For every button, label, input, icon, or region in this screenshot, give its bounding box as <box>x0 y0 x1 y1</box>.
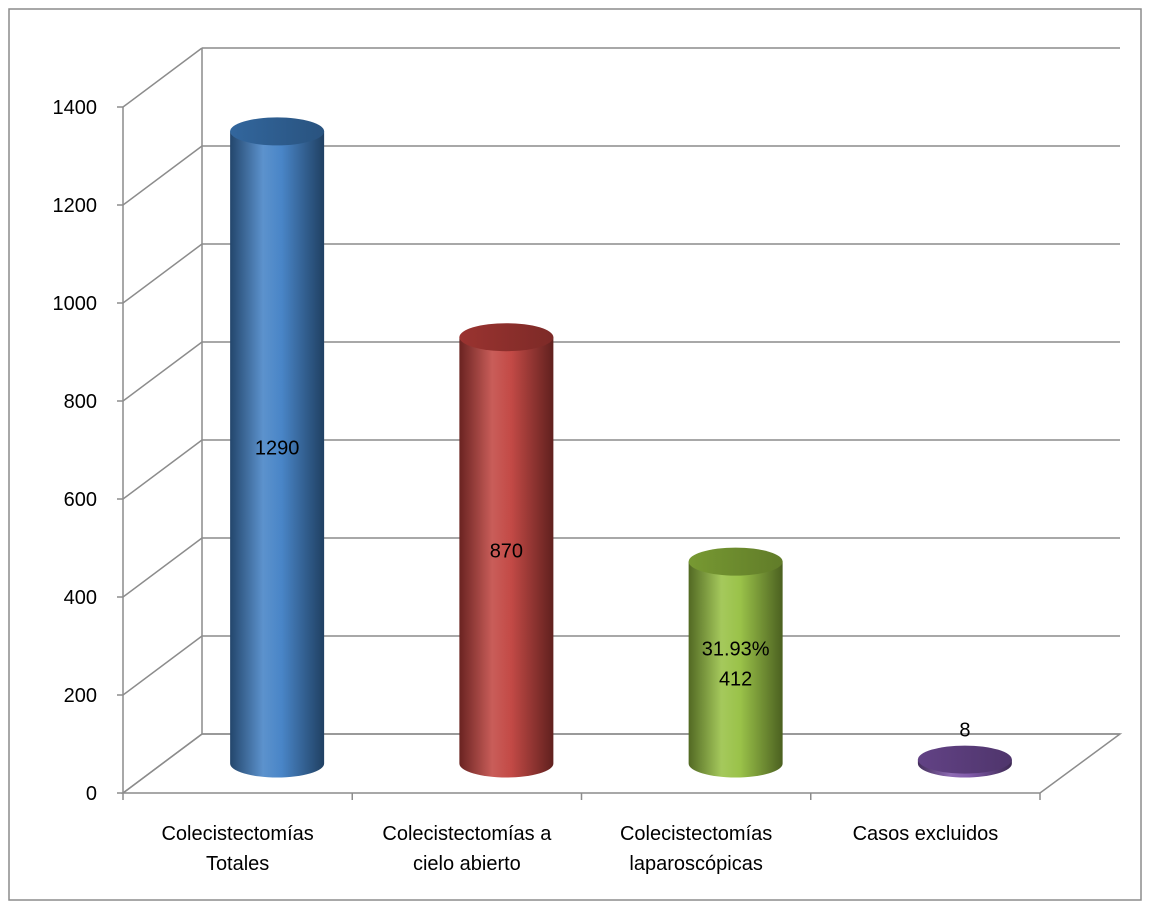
gridline-side <box>122 537 203 598</box>
gridlines <box>122 47 1120 794</box>
gridline-side <box>122 341 203 402</box>
category-label: Totales <box>206 853 269 875</box>
gridline-side <box>122 243 203 304</box>
gridline-side <box>122 635 203 696</box>
gridline-side <box>122 733 203 794</box>
y-tick-label: 0 <box>86 783 97 805</box>
data-label: 412 <box>719 669 752 691</box>
category-label: Colecistectomías <box>161 823 313 845</box>
category-label: Colecistectomías a <box>382 823 552 845</box>
bar-body <box>688 561 783 778</box>
bar-2 <box>688 547 783 778</box>
bar-0 <box>230 117 325 778</box>
y-tick-label: 1200 <box>53 195 98 217</box>
data-label: 870 <box>490 540 523 562</box>
y-tick-label: 1000 <box>53 293 98 315</box>
gridline-side <box>122 145 203 206</box>
bar-top <box>459 323 554 352</box>
axes <box>117 48 1041 800</box>
bar-top <box>917 745 1012 774</box>
bar-top <box>230 117 325 146</box>
bar-body <box>230 131 325 778</box>
data-label: 31.93% <box>702 639 770 661</box>
bars <box>230 117 1012 778</box>
gridline-side <box>122 47 203 108</box>
category-label: Casos excluidos <box>853 823 999 845</box>
y-tick-label: 200 <box>64 685 97 707</box>
data-label: 8 <box>959 720 970 742</box>
chart-border <box>8 8 1142 901</box>
y-tick-label: 600 <box>64 489 97 511</box>
y-tick-label: 400 <box>64 587 97 609</box>
bar-body <box>459 337 554 778</box>
y-tick-label: 800 <box>64 391 97 413</box>
category-label: Colecistectomías <box>620 823 772 845</box>
y-tick-label: 1400 <box>53 97 98 119</box>
category-label: laparoscópicas <box>629 853 762 875</box>
data-label: 1290 <box>255 437 300 459</box>
labels: 0 200 400 600 800 1000 1200 1400 1290 870 31.93% 41… <box>53 97 999 875</box>
bar-3 <box>917 745 1012 778</box>
bar-1 <box>459 323 554 778</box>
category-label: cielo abierto <box>413 853 521 875</box>
bar-top <box>688 547 783 576</box>
gridline-side <box>122 439 203 500</box>
